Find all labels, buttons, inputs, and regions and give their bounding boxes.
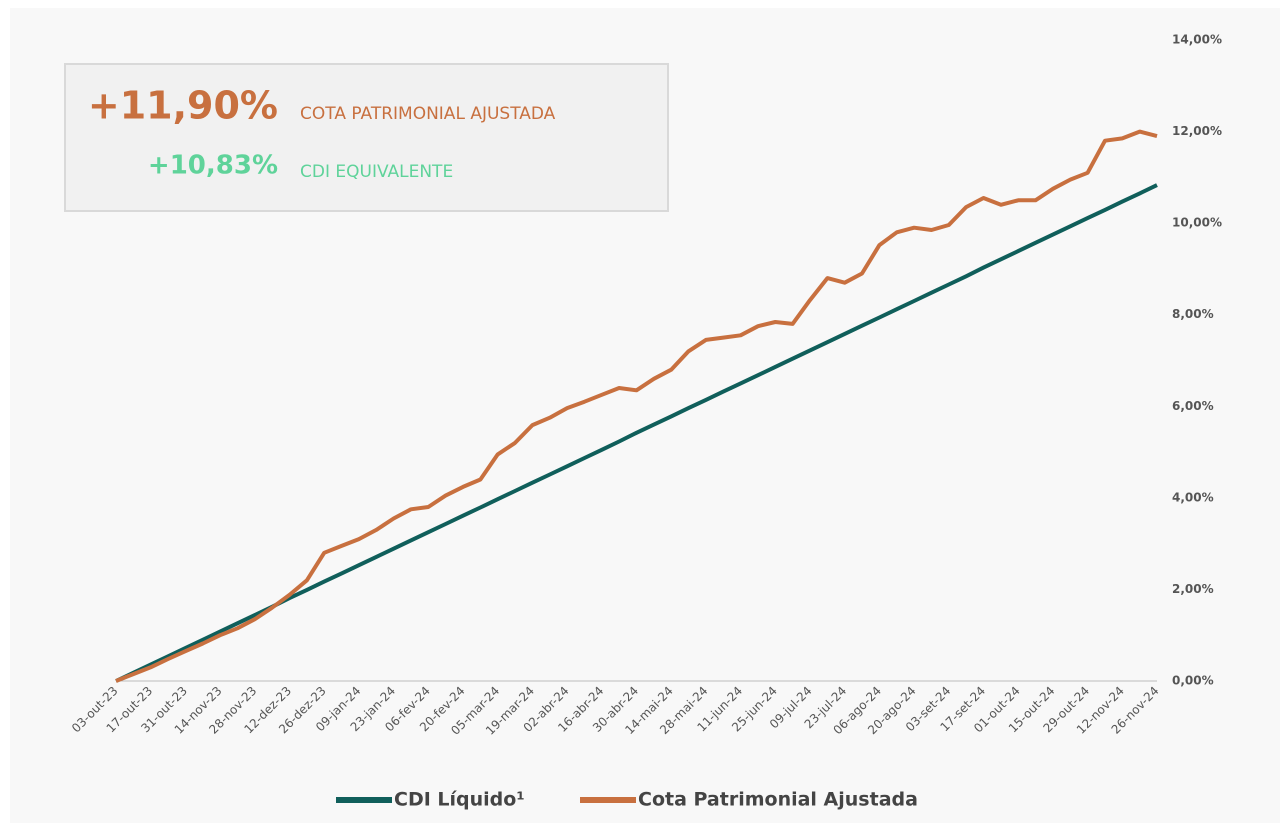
y-tick-label: 10,00%	[1172, 216, 1222, 230]
series-line	[115, 129, 1158, 683]
summary-value: +10,83%	[148, 151, 278, 181]
summary-label: COTA PATRIMONIAL AJUSTADA	[300, 104, 556, 124]
series-line	[115, 183, 1158, 683]
y-tick-label: 8,00%	[1172, 307, 1214, 321]
y-tick-label: 12,00%	[1172, 124, 1222, 138]
y-tick-label: 4,00%	[1172, 490, 1214, 504]
summary-label: CDI EQUIVALENTE	[300, 162, 453, 182]
summary-value: +11,90%	[88, 84, 278, 128]
y-tick-label: 2,00%	[1172, 582, 1214, 596]
y-tick-label: 6,00%	[1172, 399, 1214, 413]
y-tick-label: 0,00%	[1172, 674, 1214, 688]
legend-label: CDI Líquido¹	[394, 789, 525, 811]
summary-box	[64, 63, 669, 212]
y-tick-label: 14,00%	[1172, 33, 1222, 47]
legend-label: Cota Patrimonial Ajustada	[638, 789, 918, 811]
